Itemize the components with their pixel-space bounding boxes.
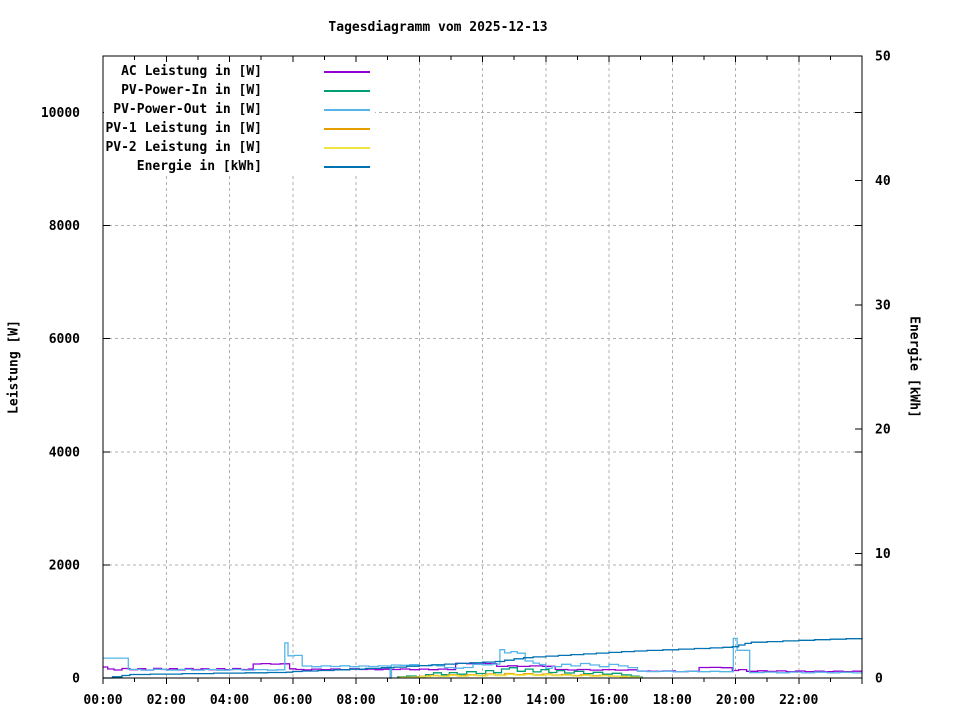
x-tick-label: 06:00 <box>273 693 312 708</box>
x-tick-label: 20:00 <box>716 693 755 708</box>
legend-label: PV-2 Leistung in [W] <box>105 140 262 155</box>
y-tick-label: 10000 <box>41 106 80 121</box>
y2-tick-label: 30 <box>875 298 891 313</box>
x-tick-label: 08:00 <box>336 693 375 708</box>
legend-item-2: PV-Power-Out in [W] <box>104 100 375 119</box>
y-tick-label: 2000 <box>49 558 80 573</box>
legend-label: Energie in [kWh] <box>136 159 262 174</box>
y-tick-label: 0 <box>72 672 80 687</box>
legend-line-sample <box>324 89 370 92</box>
legend-line-sample <box>324 127 370 130</box>
x-tick-label: 22:00 <box>779 693 818 708</box>
series-line-2 <box>103 637 863 679</box>
legend-line-sample <box>324 146 370 149</box>
series-line-4 <box>400 673 642 679</box>
x-tick-label: 14:00 <box>526 693 565 708</box>
y-tick-label: 6000 <box>49 332 80 347</box>
y2-tick-label: 40 <box>875 174 891 189</box>
x-tick-label: 00:00 <box>83 693 122 708</box>
y2-tick-label: 10 <box>875 547 891 562</box>
legend-label: PV-1 Leistung in [W] <box>105 121 262 136</box>
legend-item-0: AC Leistung in [W] <box>104 62 375 81</box>
y2-axis-label: Energie [kWh] <box>906 316 922 418</box>
x-tick-label: 04:00 <box>210 693 249 708</box>
y-axis-label: Leistung [W] <box>6 320 22 414</box>
x-tick-label: 16:00 <box>589 693 628 708</box>
y-tick-label: 4000 <box>49 445 80 460</box>
series-line-5 <box>103 638 863 679</box>
legend-line-sample <box>324 165 370 168</box>
chart-title: Tagesdiagramm vom 2025-12-13 <box>328 20 548 35</box>
x-tick-label: 12:00 <box>463 693 502 708</box>
legend: AC Leistung in [W] PV-Power-In in [W] PV-P… <box>104 62 375 176</box>
y-tick-label: 8000 <box>49 219 80 234</box>
x-tick-label: 18:00 <box>653 693 692 708</box>
legend-item-4: PV-2 Leistung in [W] <box>104 138 375 157</box>
legend-line-sample <box>324 108 370 111</box>
y2-tick-label: 20 <box>875 423 891 438</box>
y2-tick-label: 50 <box>875 50 891 65</box>
legend-label: AC Leistung in [W] <box>121 64 262 79</box>
x-tick-label: 10:00 <box>400 693 439 708</box>
y2-tick-label: 0 <box>875 672 883 687</box>
legend-label: PV-Power-Out in [W] <box>113 102 262 117</box>
legend-label: PV-Power-In in [W] <box>121 83 262 98</box>
series-line-1 <box>397 667 643 678</box>
x-tick-label: 02:00 <box>147 693 186 708</box>
legend-item-3: PV-1 Leistung in [W] <box>104 119 375 138</box>
legend-item-1: PV-Power-In in [W] <box>104 81 375 100</box>
legend-item-5: Energie in [kWh] <box>104 157 375 176</box>
legend-line-sample <box>324 70 370 73</box>
